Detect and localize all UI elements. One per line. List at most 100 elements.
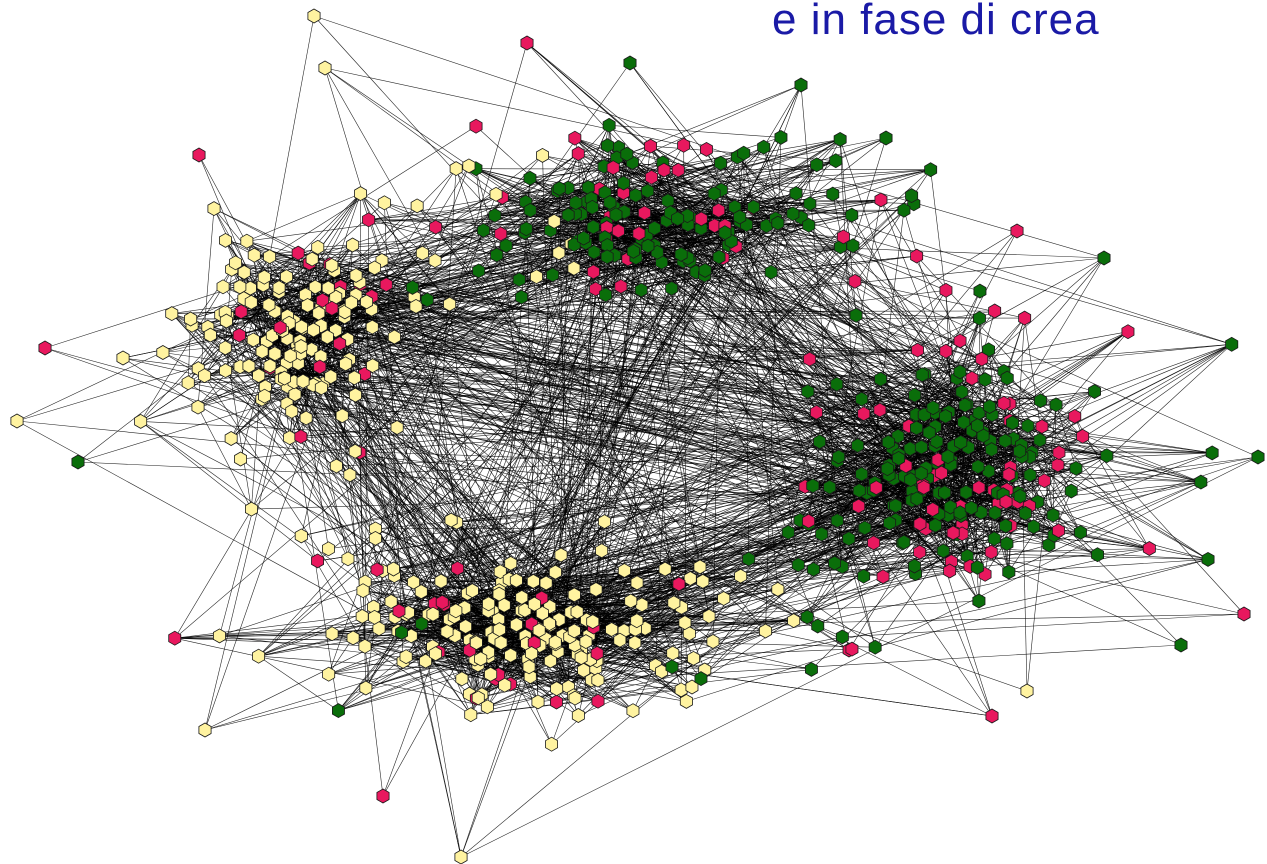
network-edge	[618, 147, 1232, 345]
network-edge	[300, 353, 656, 666]
network-node-yellow	[539, 575, 553, 591]
network-edge	[191, 325, 472, 715]
network-node-green	[1251, 449, 1265, 465]
network-node-yellow	[574, 650, 588, 666]
network-node-yellow	[294, 339, 308, 354]
network-node-yellow	[414, 584, 428, 600]
network-node-green	[1097, 250, 1111, 266]
network-node-yellow	[181, 375, 195, 391]
network-node-yellow	[548, 564, 562, 580]
network-node-yellow	[252, 368, 266, 384]
network-node-green	[599, 287, 613, 303]
network-node-pink	[435, 594, 449, 610]
network-node-pink	[1035, 419, 1049, 434]
network-node-yellow	[320, 329, 334, 345]
network-node-yellow	[314, 380, 328, 396]
network-edge	[191, 269, 232, 326]
network-node-green	[420, 292, 434, 308]
network-edge	[382, 487, 877, 572]
network-edge	[289, 322, 952, 461]
network-node-green	[806, 478, 820, 494]
network-node-yellow	[443, 296, 457, 312]
network-node-pink	[232, 327, 246, 343]
network-node-pink	[392, 603, 406, 619]
network-node-green	[665, 659, 679, 675]
network-edge	[219, 343, 298, 636]
network-edge	[526, 42, 991, 442]
network-node-green	[811, 618, 825, 634]
network-node-pink	[1051, 457, 1065, 473]
network-node-green	[954, 434, 968, 450]
network-node-yellow	[387, 329, 401, 345]
network-node-green	[515, 289, 528, 305]
network-node-pink	[917, 479, 931, 495]
network-node-green	[737, 145, 751, 161]
network-node-yellow	[462, 158, 476, 174]
network-node-yellow	[717, 591, 731, 606]
network-edge	[282, 330, 881, 381]
network-edge	[366, 301, 505, 686]
network-edge	[714, 193, 776, 219]
network-edge	[977, 257, 1105, 467]
network-node-pink	[606, 160, 620, 176]
network-node-green	[499, 238, 513, 254]
network-node-pink	[587, 264, 600, 280]
network-edge	[294, 381, 930, 433]
network-edge	[16, 420, 375, 618]
network-edge	[556, 558, 1209, 703]
network-node-green	[889, 498, 903, 514]
network-node-green	[1021, 418, 1035, 434]
network-nodes	[10, 8, 1265, 864]
network-node-pink	[376, 788, 390, 804]
network-edge	[253, 339, 920, 493]
network-edge	[313, 15, 496, 216]
network-node-green	[879, 130, 893, 146]
network-node-yellow	[346, 630, 360, 646]
network-edge	[746, 224, 799, 565]
network-edge	[636, 582, 766, 632]
network-node-green	[973, 310, 986, 326]
network-edge	[875, 559, 1209, 648]
network-edge	[771, 246, 841, 273]
network-node-green	[964, 500, 978, 516]
network-edge	[500, 218, 702, 572]
network-edge	[412, 287, 933, 510]
network-node-green	[1002, 564, 1016, 580]
network-node-yellow	[305, 251, 319, 267]
network-node-green	[648, 220, 661, 236]
network-edge	[270, 367, 989, 472]
network-node-green	[858, 520, 872, 536]
network-edge	[539, 290, 947, 631]
network-node-yellow	[589, 582, 603, 597]
network-edge	[405, 209, 905, 657]
network-edge	[604, 192, 991, 442]
network-node-green	[832, 449, 846, 465]
network-node-green	[810, 157, 824, 173]
network-edge	[1037, 455, 1107, 503]
network-node-pink	[590, 645, 604, 661]
network-node-green	[970, 559, 984, 575]
network-node-pink	[38, 340, 52, 356]
network-edge	[190, 314, 857, 320]
network-node-green	[897, 202, 911, 218]
network-edge	[724, 225, 917, 429]
network-edge	[967, 456, 1259, 557]
network-edge	[347, 137, 887, 560]
network-node-green	[1046, 507, 1060, 523]
network-node-green	[801, 384, 815, 399]
network-node-yellow	[355, 608, 369, 624]
network-node-yellow	[156, 345, 170, 360]
network-node-pink	[874, 192, 888, 208]
network-edge	[301, 535, 366, 647]
network-node-yellow	[630, 613, 644, 629]
network-edge	[204, 343, 340, 731]
network-node-pink	[873, 402, 887, 418]
network-node-pink	[294, 429, 308, 445]
network-edge	[77, 368, 199, 463]
network-node-green	[874, 371, 888, 387]
network-node-yellow	[344, 295, 358, 311]
network-node-yellow	[399, 649, 413, 665]
network-edge	[435, 226, 666, 570]
network-node-pink	[943, 563, 957, 579]
network-node-yellow	[325, 626, 339, 642]
